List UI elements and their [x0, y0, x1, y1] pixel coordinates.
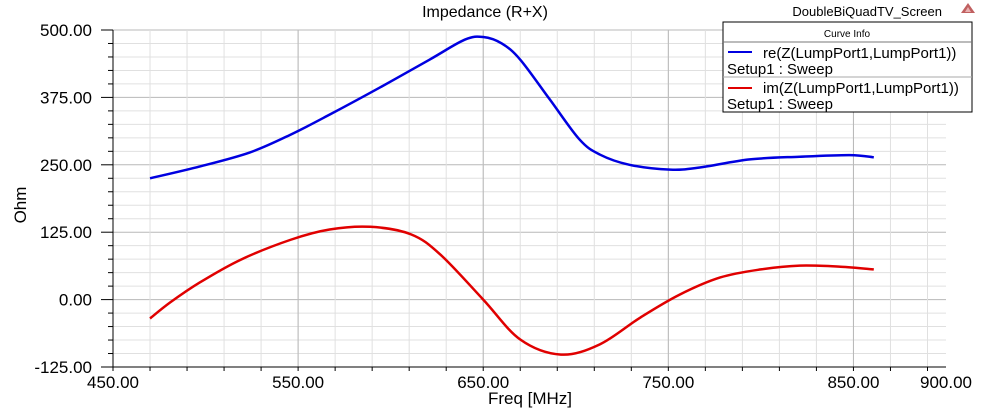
y-axis-label: Ohm — [11, 187, 30, 224]
series-line-re — [149, 35, 874, 180]
x-tick-label: 550.00 — [272, 373, 324, 392]
y-tick-label: 0.00 — [59, 291, 92, 310]
series-line-im — [149, 225, 874, 356]
y-tick-label: -125.00 — [34, 358, 92, 377]
y-tick-label: 125.00 — [40, 223, 92, 242]
y-tick-label: 250.00 — [40, 156, 92, 175]
x-tick-label: 850.00 — [827, 373, 879, 392]
x-tick-label: 750.00 — [642, 373, 694, 392]
legend-series-name: im(Z(LumpPort1,LumpPort1)) — [763, 80, 959, 97]
x-tick-label: 900.00 — [920, 373, 972, 392]
legend-item-im[interactable]: im(Z(LumpPort1,LumpPort1)) Setup1 : Swee… — [727, 80, 959, 113]
legend-series-name: re(Z(LumpPort1,LumpPort1)) — [763, 45, 956, 62]
legend-item-re[interactable]: re(Z(LumpPort1,LumpPort1)) Setup1 : Swee… — [727, 45, 956, 78]
axes: 500.00 375.00 250.00 125.00 0.00 -125.00450.0… — [34, 21, 972, 392]
x-axis-label: Freq [MHz] — [488, 389, 572, 408]
legend-series-setup: Setup1 : Sweep — [727, 96, 833, 113]
y-tick-label: 375.00 — [40, 88, 92, 107]
legend-series-setup: Setup1 : Sweep — [727, 61, 833, 78]
legend[interactable]: Curve Info re(Z(LumpPort1,LumpPort1)) Se… — [722, 21, 973, 113]
series-group — [149, 35, 874, 356]
x-tick-label: 450.00 — [87, 373, 139, 392]
y-tick-label: 500.00 — [40, 21, 92, 40]
ansys-triangle-icon — [961, 3, 975, 13]
x-tick-label: 650.00 — [457, 373, 509, 392]
chart-title: Impedance (R+X) — [422, 4, 548, 21]
project-name: DoubleBiQuadTV_Screen — [792, 4, 942, 19]
legend-title: Curve Info — [824, 29, 871, 40]
